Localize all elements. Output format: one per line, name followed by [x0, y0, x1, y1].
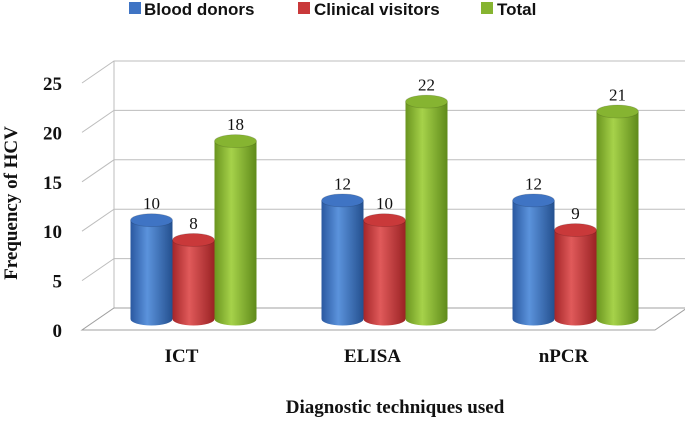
- data-label: 21: [609, 86, 626, 105]
- bar-body: [172, 239, 215, 326]
- bar: [214, 134, 257, 326]
- data-label: 22: [418, 76, 435, 95]
- bar-top: [405, 94, 448, 109]
- y-axis-title: Frequency of HCV: [1, 126, 22, 280]
- bar-body: [554, 230, 597, 326]
- x-axis-title: Diagnostic techniques used: [286, 397, 505, 418]
- x-tick-label: ELISA: [344, 346, 401, 367]
- bar-top: [321, 193, 364, 208]
- legend-swatch-clinical-visitors: [298, 2, 310, 14]
- bar-top: [554, 223, 597, 237]
- bar-body: [512, 200, 555, 326]
- bar-body: [321, 200, 364, 326]
- bar-body: [596, 111, 639, 326]
- bar: [512, 193, 555, 326]
- data-label: 9: [571, 204, 580, 223]
- y-tick-label: 0: [53, 321, 63, 342]
- data-label: 8: [189, 214, 198, 233]
- bar-body: [214, 141, 257, 326]
- legend-item-clinical-visitors: Clinical visitors: [298, 0, 440, 19]
- y-tick-label: 15: [43, 173, 62, 194]
- gridline: [81, 159, 685, 183]
- data-label: 10: [376, 194, 393, 213]
- bar-body: [363, 220, 406, 326]
- y-tick-label: 20: [43, 123, 62, 144]
- data-label: 12: [334, 174, 351, 193]
- gridline: [81, 258, 685, 282]
- legend-swatch-blood-donors: [129, 2, 141, 14]
- bar: [321, 193, 364, 326]
- legend-label-total: Total: [497, 0, 536, 19]
- bar-body: [405, 101, 448, 326]
- bar-top: [214, 134, 257, 149]
- y-tick-label: 5: [53, 272, 63, 293]
- legend: Blood donors Clinical visitors Total: [129, 0, 536, 19]
- data-label: 10: [143, 194, 160, 213]
- gridline: [81, 60, 685, 84]
- bar-body: [130, 220, 173, 326]
- bar-top: [172, 233, 215, 247]
- legend-label-blood-donors: Blood donors: [144, 0, 254, 19]
- bar: [130, 213, 173, 326]
- bar: [405, 94, 448, 326]
- bar-top: [596, 104, 639, 119]
- y-tick-label: 25: [43, 74, 62, 95]
- bar-top: [512, 193, 555, 208]
- y-axis-wall: [81, 61, 115, 331]
- legend-item-total: Total: [481, 0, 536, 19]
- bar-top: [130, 213, 173, 228]
- data-label: 18: [227, 115, 244, 134]
- legend-label-clinical-visitors: Clinical visitors: [314, 0, 440, 19]
- x-tick-label: ICT: [165, 346, 199, 367]
- data-label: 12: [525, 174, 542, 193]
- bar: [363, 213, 406, 326]
- bar: [554, 223, 597, 326]
- bar-top: [363, 213, 406, 228]
- x-tick-label: nPCR: [539, 346, 589, 367]
- y-tick-label: 10: [43, 222, 62, 243]
- plot-area: 0 5 10 15 20 25 10 8 18 ICT 12 10 22 ELISA 12 9 21 nPCR: [43, 60, 685, 367]
- gridline: [81, 208, 685, 232]
- legend-item-blood-donors: Blood donors: [129, 0, 254, 19]
- bar: [596, 104, 639, 326]
- legend-swatch-total: [481, 2, 493, 14]
- bar: [172, 233, 215, 326]
- gridline: [81, 109, 685, 133]
